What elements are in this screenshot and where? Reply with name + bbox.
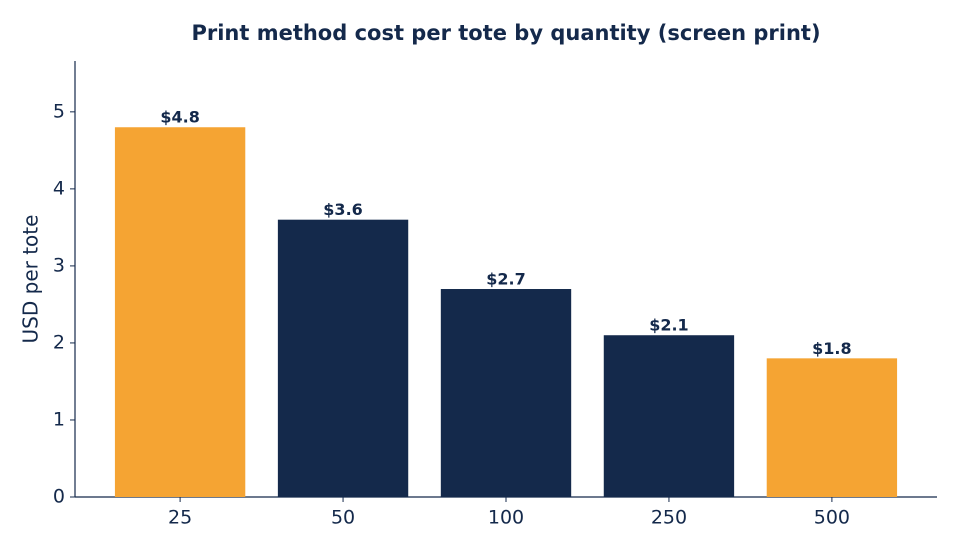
x-tick-label: 25 [168,507,192,529]
x-tick-label: 50 [331,507,355,529]
chart-title: Print method cost per tote by quantity (… [191,21,820,45]
y-tick-label: 0 [53,486,65,508]
y-tick-label: 4 [53,177,65,199]
y-axis-label: USD per tote [19,215,43,344]
value-label: $2.1 [649,316,688,335]
x-tick-label: 250 [651,507,687,529]
bar [277,219,409,497]
x-tick-label: 100 [488,507,524,529]
y-tick-label: 1 [53,408,65,430]
y-tick-label: 3 [53,254,65,276]
y-tick-label: 5 [53,100,65,122]
y-tick-label: 2 [53,331,65,353]
value-label: $1.8 [812,339,851,358]
x-tick-label: 500 [814,507,850,529]
bar [603,335,735,497]
bar [766,358,898,497]
value-label: $2.7 [486,270,525,289]
bar [114,127,246,498]
value-label: $4.8 [160,108,199,127]
bar [440,289,572,497]
value-label: $3.6 [323,200,362,219]
